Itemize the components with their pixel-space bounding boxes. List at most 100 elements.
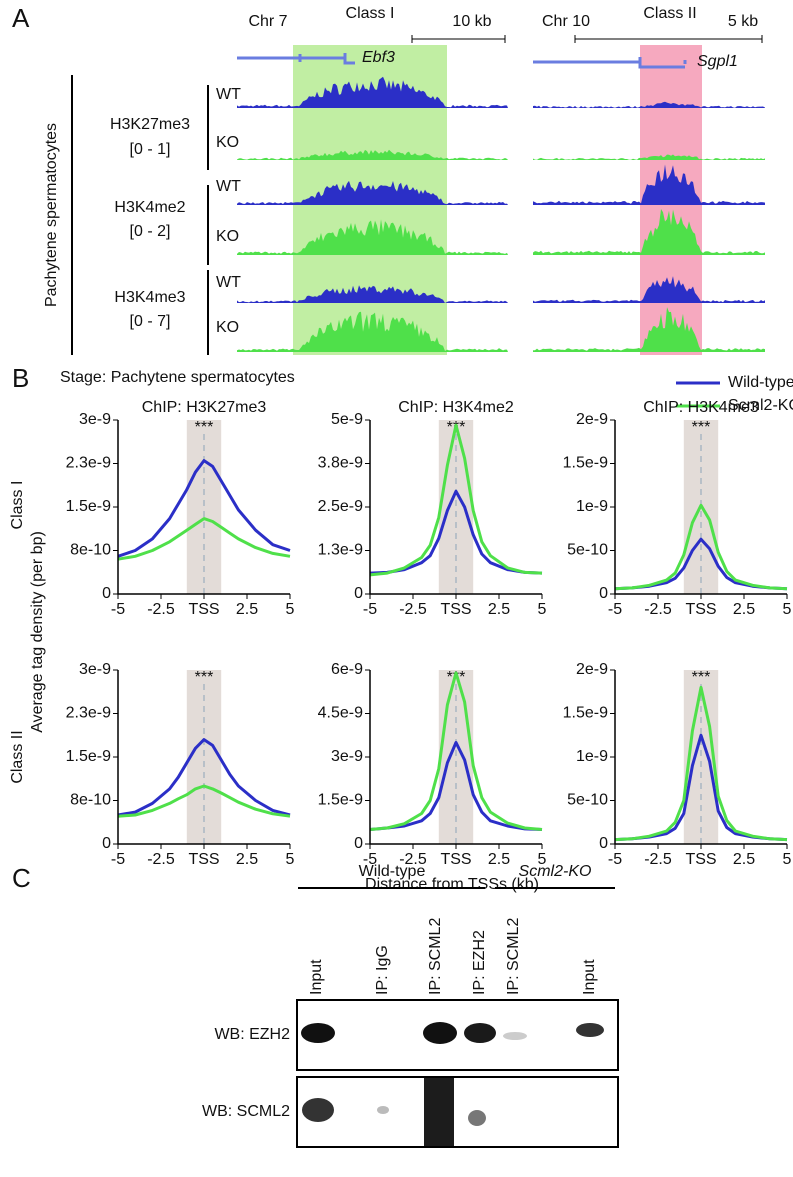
y-tick-label: 5e-10: [567, 792, 608, 809]
range-label: [0 - 2]: [130, 223, 171, 240]
track: [237, 311, 508, 352]
band: [468, 1110, 486, 1126]
band: [576, 1023, 604, 1037]
row-label: Class II: [9, 730, 26, 783]
x-tick-label: -5: [111, 601, 125, 618]
x-tick-label: -2.5: [399, 601, 427, 618]
x-tick-label: 2.5: [733, 601, 755, 618]
y-tick-label: 2.3e-9: [66, 705, 111, 722]
ko-label: KO: [216, 319, 239, 336]
track: [533, 164, 765, 205]
y-tick-label: 1.5e-9: [318, 792, 363, 809]
series-line: [117, 784, 291, 818]
group-label: Scml2-KO: [519, 863, 592, 880]
lane-label: IP: SCML2: [505, 918, 522, 995]
track: [533, 209, 765, 255]
series-line: [614, 685, 788, 842]
y-tick-label: 3e-9: [79, 411, 111, 428]
y-tick-label: 8e-10: [70, 792, 111, 809]
x-tick-label: TSS: [188, 851, 219, 868]
lane-label: IP: EZH2: [471, 930, 488, 995]
axes: [117, 420, 290, 595]
x-tick-label: -5: [608, 601, 622, 618]
y-tick-label: 2.3e-9: [66, 455, 111, 472]
gene-model: [237, 53, 355, 65]
series-line: [614, 503, 788, 591]
gene-model: [533, 57, 687, 69]
axes: [369, 670, 542, 845]
lane-label: IP: IgG: [374, 945, 391, 995]
panel-label: A: [12, 3, 30, 33]
lane-label: IP: SCML2: [427, 918, 444, 995]
axes: [369, 420, 542, 595]
y-tick-label: 5e-9: [331, 411, 363, 428]
ko-label: KO: [216, 228, 239, 245]
gene-label: Ebf3: [362, 49, 395, 66]
chr-label: Chr 10: [542, 13, 590, 30]
x-tick-label: 5: [783, 601, 792, 618]
y-tick-label: 0: [102, 585, 111, 602]
track: [237, 180, 508, 205]
series-line: [369, 741, 543, 831]
series-line: [369, 671, 543, 831]
y-tick-label: 0: [102, 835, 111, 852]
series-line: [117, 459, 291, 558]
ko-label: KO: [216, 134, 239, 151]
track: [237, 285, 508, 303]
y-axis-label: Average tag density (per bp): [29, 531, 46, 733]
mark-label: H3K4me2: [114, 199, 185, 216]
x-tick-label: TSS: [440, 851, 471, 868]
scale-label: 10 kb: [452, 13, 491, 30]
y-tick-label: 0: [599, 835, 608, 852]
y-tick-label: 0: [354, 835, 363, 852]
x-tick-label: 5: [538, 601, 547, 618]
blot-label: WB: EZH2: [214, 1026, 290, 1043]
y-tick-label: 1e-9: [576, 748, 608, 765]
series-line: [117, 517, 291, 561]
x-tick-label: TSS: [685, 601, 716, 618]
band: [423, 1022, 457, 1044]
x-tick-label: -2.5: [147, 601, 175, 618]
x-tick-label: 5: [286, 601, 295, 618]
scale-bar: [411, 35, 506, 43]
y-tick-label: 3e-9: [331, 748, 363, 765]
track-groups: H3K27me3 [0 - 1] WT KO H3K4me2 [0 - 2] WT KO H3K…: [110, 76, 765, 355]
y-tick-label: 5e-10: [567, 542, 608, 559]
blot: [296, 999, 619, 1071]
x-tick-label: -2.5: [644, 601, 672, 618]
x-tick-label: -5: [363, 851, 377, 868]
y-tick-label: 2e-9: [576, 661, 608, 678]
y-tick-label: 1.5e-9: [66, 498, 111, 515]
annotation: ***: [692, 669, 711, 686]
annotation: ***: [195, 419, 214, 436]
blot-label: WB: SCML2: [202, 1103, 290, 1120]
track: [533, 101, 765, 108]
y-tick-label: 1.5e-9: [563, 705, 608, 722]
track: [237, 149, 508, 160]
x-tick-label: 2.5: [488, 851, 510, 868]
x-tick-label: 2.5: [236, 851, 258, 868]
x-tick-label: -5: [111, 851, 125, 868]
axes: [117, 670, 290, 845]
band: [464, 1023, 496, 1043]
y-tick-label: 2e-9: [576, 411, 608, 428]
axes: [614, 420, 787, 595]
y-tick-label: 2.5e-9: [318, 498, 363, 515]
y-tick-label: 1.5e-9: [66, 748, 111, 765]
track: [533, 154, 765, 160]
band: [302, 1098, 334, 1122]
mark-label: H3K27me3: [110, 116, 190, 133]
y-tick-label: 6e-9: [331, 661, 363, 678]
series-line: [117, 738, 291, 817]
x-tick-label: -5: [608, 851, 622, 868]
panel-label: B: [12, 363, 29, 393]
band: [503, 1032, 527, 1040]
x-tick-label: 5: [286, 851, 295, 868]
group-label: Wild-type: [359, 863, 426, 880]
gene-label: Sgpl1: [697, 53, 738, 70]
legend-label: Wild-type: [728, 374, 793, 391]
axes: [614, 670, 787, 845]
y-tick-label: 1e-9: [576, 498, 608, 515]
y-tick-label: 1.3e-9: [318, 542, 363, 559]
